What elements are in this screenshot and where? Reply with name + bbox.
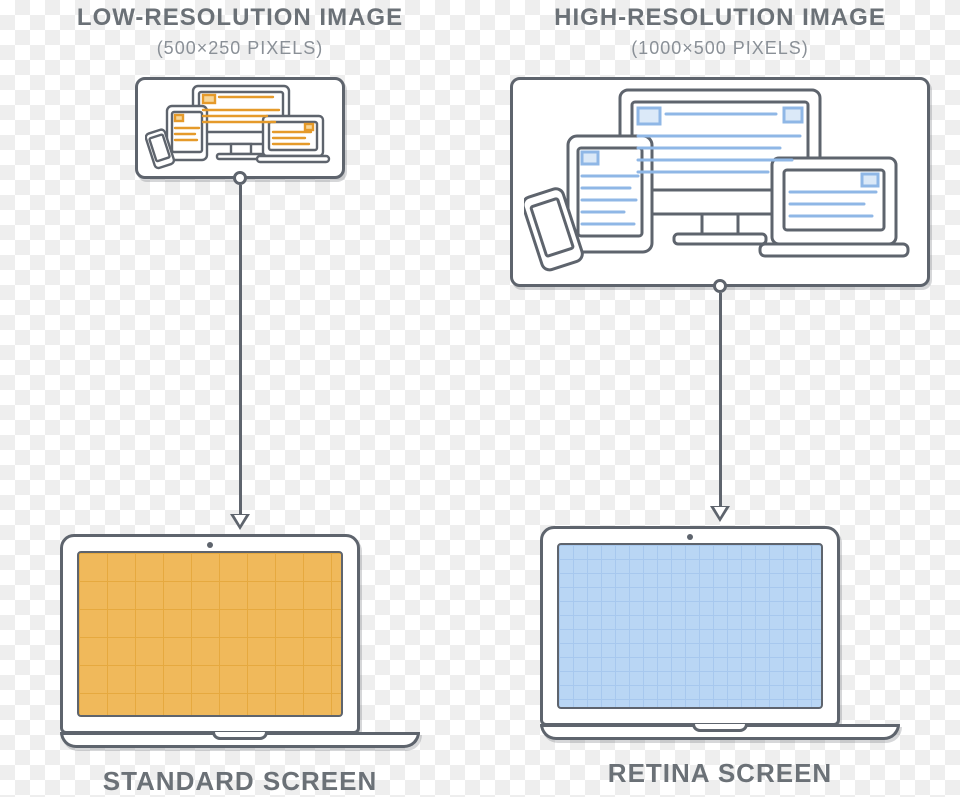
column-high-res: HIGH-RESOLUTION IMAGE (1000×500 PIXELS) [480,0,960,783]
image-card-high-res [510,77,930,287]
laptop-notch-icon [692,724,748,732]
connector-high-res [710,287,730,522]
laptop-base [60,732,420,748]
devices-illustration-orange-icon [145,80,335,176]
devices-illustration-blue-icon [524,80,916,284]
laptop-screen-retina [557,543,823,709]
title-low-res: LOW-RESOLUTION IMAGE [77,4,403,32]
connector-node-icon [233,171,247,185]
connector-low-res [230,179,250,530]
label-retina-screen: RETINA SCREEN [608,758,832,789]
laptop-notch-icon [212,732,268,740]
image-card-low-res [135,77,345,179]
laptop-lid [60,534,360,734]
laptop-screen-standard [77,551,343,717]
arrowhead-icon [710,506,730,522]
camera-dot-icon [207,542,213,548]
connector-line [239,185,242,515]
connector-line [719,293,722,507]
camera-dot-icon [687,534,693,540]
label-standard-screen: STANDARD SCREEN [103,766,378,797]
subtitle-low-res: (500×250 PIXELS) [157,38,324,59]
column-low-res: LOW-RESOLUTION IMAGE (500×250 PIXELS) [0,0,480,783]
laptop-lid [540,526,840,726]
laptop-retina [540,526,900,740]
connector-node-icon [713,279,727,293]
laptop-base [540,724,900,740]
subtitle-high-res: (1000×500 PIXELS) [631,38,809,59]
diagram-root: LOW-RESOLUTION IMAGE (500×250 PIXELS) [0,0,960,783]
laptop-standard [60,534,420,748]
arrowhead-icon [230,514,250,530]
title-high-res: HIGH-RESOLUTION IMAGE [554,4,886,32]
